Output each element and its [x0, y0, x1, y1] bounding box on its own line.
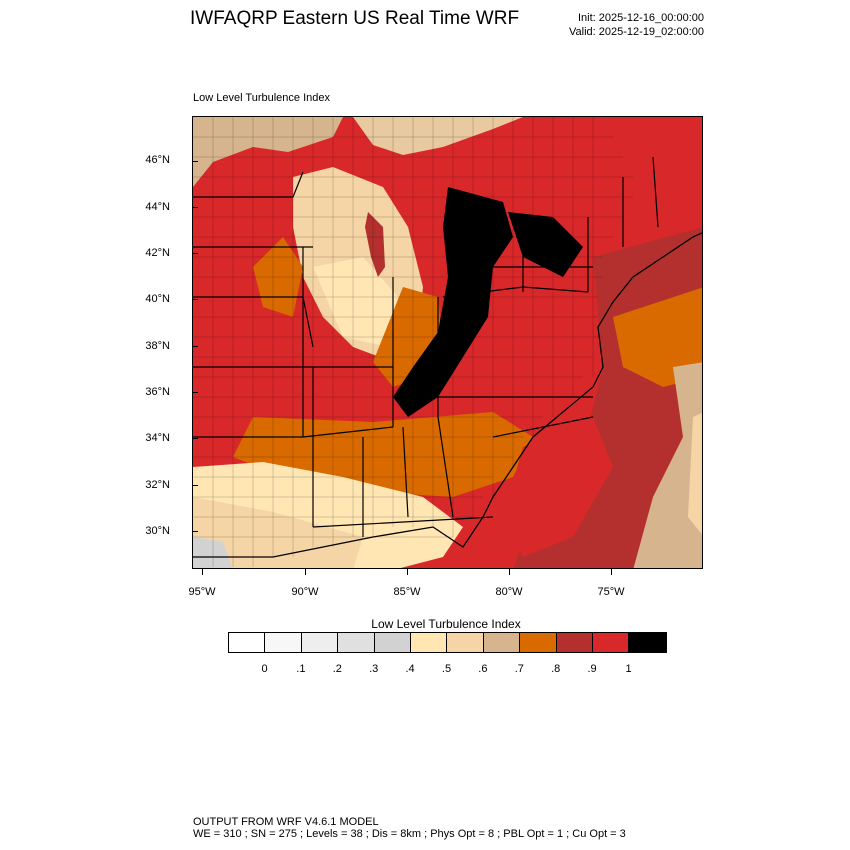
colorbar-swatch	[374, 633, 411, 652]
colorbar-swatch	[338, 633, 375, 652]
lon-label: 75°W	[597, 586, 625, 598]
colorbar-label: .6	[478, 663, 488, 675]
lat-tick	[192, 438, 198, 439]
colorbar-swatch	[410, 633, 448, 652]
lon-label: 85°W	[393, 586, 421, 598]
lon-tick	[407, 569, 408, 575]
colorbar-label: .5	[441, 663, 452, 675]
atlantic-tan-area	[633, 362, 702, 568]
atlantic-pale-area	[688, 412, 702, 535]
lat-label: 38°N	[145, 340, 170, 352]
lon-tick	[305, 569, 306, 575]
carolina-offshore-red	[503, 417, 613, 557]
lat-label: 36°N	[145, 386, 170, 398]
colorbar-label: .9	[587, 663, 597, 675]
colorbar	[228, 632, 667, 653]
turbulence-maximum-east	[508, 212, 583, 277]
colorbar-swatch	[301, 633, 339, 652]
lat-tick	[192, 485, 198, 486]
footer-config-line: WE = 310 ; SN = 275 ; Levels = 38 ; Dis …	[193, 828, 626, 840]
lat-label: 30°N	[145, 525, 170, 537]
colorbar-swatch	[629, 633, 666, 652]
lon-label: 95°W	[188, 586, 216, 598]
lat-label: 42°N	[145, 247, 170, 259]
turbulence-map	[193, 117, 702, 568]
lat-label: 40°N	[145, 293, 170, 305]
gulf-grey-area	[193, 537, 233, 568]
lon-tick	[202, 569, 203, 575]
colorbar-swatch	[229, 633, 266, 652]
county-grid	[193, 117, 633, 567]
valid-time: Valid: 2025-12-19_02:00:00	[569, 26, 704, 38]
lat-tick	[192, 253, 198, 254]
canada-light-area	[353, 117, 523, 155]
lat-tick	[192, 161, 198, 162]
lon-label: 90°W	[291, 586, 319, 598]
colorbar-swatch	[447, 633, 484, 652]
lon-tick	[611, 569, 612, 575]
colorbar-label: .4	[405, 663, 415, 675]
init-time: Init: 2025-12-16_00:00:00	[578, 12, 704, 24]
colorbar-label: .8	[551, 663, 561, 675]
colorbar-swatch	[483, 633, 521, 652]
colorbar-label: 0	[261, 663, 268, 675]
map-subtitle: Low Level Turbulence Index	[193, 92, 330, 104]
colorbar-swatch	[520, 633, 557, 652]
lat-label: 46°N	[145, 154, 170, 166]
north-tan-area	[193, 117, 343, 187]
footer-model-line: OUTPUT FROM WRF V4.6.1 MODEL	[193, 816, 379, 828]
lon-label: 80°W	[495, 586, 523, 598]
lat-label: 34°N	[145, 432, 170, 444]
lat-label: 32°N	[145, 479, 170, 491]
colorbar-label: .3	[369, 663, 379, 675]
lat-tick	[192, 299, 198, 300]
illinois-pale-area	[313, 257, 398, 347]
colorbar-swatch	[265, 633, 302, 652]
page-title: IWFAQRP Eastern US Real Time WRF	[190, 8, 520, 29]
colorbar-swatch	[592, 633, 630, 652]
colorbar-label: 1	[625, 663, 632, 675]
lon-tick	[509, 569, 510, 575]
colorbar-swatch	[556, 633, 593, 652]
colorbar-title: Low Level Turbulence Index	[371, 617, 521, 631]
lat-tick	[192, 531, 198, 532]
colorbar-label: .7	[514, 663, 524, 675]
colorbar-label: .2	[332, 663, 342, 675]
map-panel	[192, 116, 703, 569]
lat-tick	[192, 207, 198, 208]
lat-tick	[192, 346, 198, 347]
lat-tick	[192, 392, 198, 393]
atlantic-orange-area	[613, 287, 702, 387]
lat-label: 44°N	[145, 201, 170, 213]
colorbar-label: .1	[296, 663, 306, 675]
gulf-tan-area	[193, 497, 363, 568]
lake-michigan	[365, 212, 385, 277]
